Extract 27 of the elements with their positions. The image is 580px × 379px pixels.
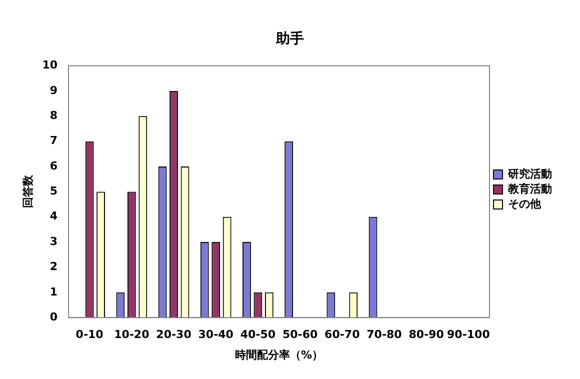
y-tick-label: 7 <box>50 134 58 148</box>
x-tick-label: 90-100 <box>447 328 490 342</box>
x-tick-label: 20-30 <box>156 328 192 342</box>
x-tick-label: 10-20 <box>114 328 150 342</box>
y-tick-label: 0 <box>50 310 58 324</box>
legend-label: 教育活動 <box>507 182 552 196</box>
y-tick-label: 2 <box>50 260 58 274</box>
chart-title: 助手 <box>275 30 304 48</box>
y-axis-title: 回答数 <box>21 174 34 208</box>
x-axis-title: 時間配分率（%） <box>234 348 324 362</box>
y-tick-label: 4 <box>50 210 58 223</box>
y-tick-label: 8 <box>50 109 58 122</box>
x-tick-label: 60-70 <box>324 328 360 342</box>
x-tick-label: 40-50 <box>240 328 276 342</box>
y-tick-label: 3 <box>50 234 58 248</box>
y-tick-label: 6 <box>50 159 58 172</box>
legend-label: 研究活動 <box>507 167 552 180</box>
x-tick-label: 50-60 <box>282 328 318 342</box>
y-tick-label: 5 <box>50 184 58 198</box>
x-tick-label: 80-90 <box>408 328 444 342</box>
y-tick-label: 9 <box>50 84 58 97</box>
x-tick-label: 70-80 <box>366 328 402 342</box>
y-tick-label: 10 <box>42 58 58 72</box>
x-tick-label: 30-40 <box>198 328 234 342</box>
x-tick-label: 0-10 <box>76 328 104 342</box>
y-tick-label: 1 <box>50 285 58 298</box>
legend-label: その他 <box>508 197 542 210</box>
